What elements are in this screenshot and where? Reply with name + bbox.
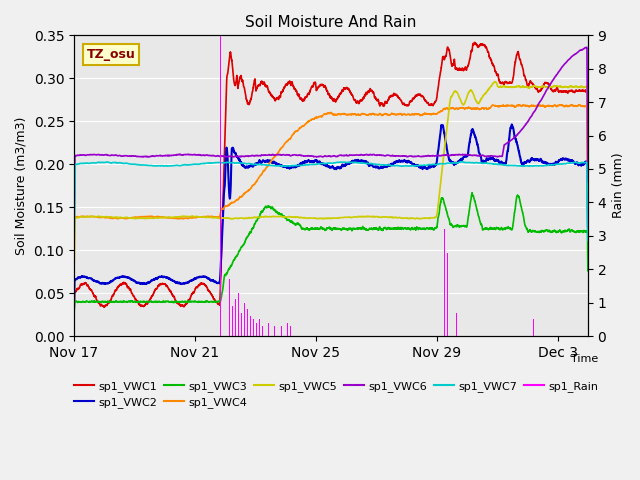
Y-axis label: Rain (mm): Rain (mm)	[612, 153, 625, 218]
Title: Soil Moisture And Rain: Soil Moisture And Rain	[245, 15, 417, 30]
Legend: sp1_VWC1, sp1_VWC2, sp1_VWC3, sp1_VWC4, sp1_VWC5, sp1_VWC6, sp1_VWC7, sp1_Rain: sp1_VWC1, sp1_VWC2, sp1_VWC3, sp1_VWC4, …	[74, 381, 598, 408]
Y-axis label: Soil Moisture (m3/m3): Soil Moisture (m3/m3)	[15, 117, 28, 255]
Text: TZ_osu: TZ_osu	[87, 48, 136, 61]
X-axis label: Time: Time	[571, 354, 598, 364]
